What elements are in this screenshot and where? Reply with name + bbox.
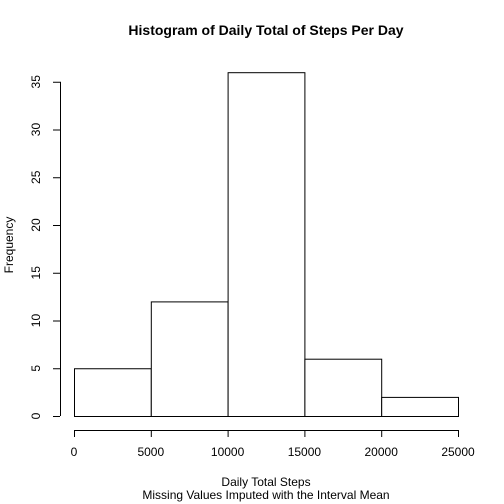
histogram-bar-0 bbox=[74, 368, 152, 417]
x-tick-label: 0 bbox=[71, 445, 78, 459]
x-tick-label: 10000 bbox=[211, 445, 245, 459]
histogram-bar-2 bbox=[227, 72, 306, 417]
histogram-bar-4 bbox=[381, 396, 460, 417]
y-axis-label: Frequency bbox=[2, 217, 16, 274]
y-tick-label: 5 bbox=[29, 365, 43, 372]
x-tick-label: 15000 bbox=[288, 445, 322, 459]
chart-title: Histogram of Daily Total of Steps Per Da… bbox=[128, 22, 403, 38]
histogram-bar-1 bbox=[150, 301, 229, 417]
y-tick-label: 10 bbox=[29, 314, 43, 328]
y-tick-label: 20 bbox=[29, 218, 43, 232]
x-tick-label: 25000 bbox=[441, 445, 475, 459]
y-tick-label: 0 bbox=[29, 412, 43, 419]
x-axis-sublabel: Missing Values Imputed with the Interval… bbox=[142, 488, 389, 502]
x-tick-label: 5000 bbox=[137, 445, 164, 459]
y-tick-label: 25 bbox=[29, 170, 43, 184]
y-tick-label: 30 bbox=[29, 123, 43, 137]
y-tick-label: 15 bbox=[29, 266, 43, 280]
bars-group bbox=[74, 72, 460, 418]
x-axis-label: Daily Total Steps bbox=[221, 475, 310, 489]
y-axis: 0 5 10 15 20 25 30 35 bbox=[29, 75, 61, 419]
x-tick-label: 20000 bbox=[365, 445, 399, 459]
x-axis: 0 5000 10000 15000 20000 25000 bbox=[71, 430, 475, 459]
y-tick-label: 35 bbox=[29, 75, 43, 89]
histogram-bar-3 bbox=[304, 358, 383, 418]
